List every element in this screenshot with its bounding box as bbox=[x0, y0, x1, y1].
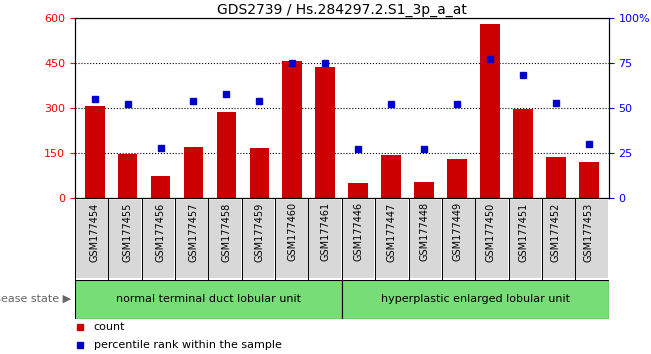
Bar bbox=[546, 157, 566, 198]
Bar bbox=[576, 200, 608, 278]
Bar bbox=[283, 61, 302, 198]
Bar bbox=[579, 161, 599, 198]
Text: GSM177461: GSM177461 bbox=[320, 202, 330, 262]
Bar bbox=[109, 200, 141, 278]
Text: GSM177458: GSM177458 bbox=[221, 202, 232, 262]
Text: GSM177451: GSM177451 bbox=[518, 202, 528, 262]
Text: percentile rank within the sample: percentile rank within the sample bbox=[94, 340, 281, 350]
Bar bbox=[381, 155, 401, 198]
Text: GSM177459: GSM177459 bbox=[255, 202, 264, 262]
Bar bbox=[447, 159, 467, 198]
Text: GSM177454: GSM177454 bbox=[90, 202, 100, 262]
Text: GSM177456: GSM177456 bbox=[156, 202, 165, 262]
Text: GSM177457: GSM177457 bbox=[189, 202, 199, 262]
Text: GSM177452: GSM177452 bbox=[551, 202, 561, 262]
Bar bbox=[316, 67, 335, 198]
Text: hyperplastic enlarged lobular unit: hyperplastic enlarged lobular unit bbox=[381, 294, 570, 304]
Bar bbox=[209, 200, 241, 278]
Bar bbox=[342, 200, 374, 278]
Bar bbox=[513, 109, 533, 198]
Text: disease state ▶: disease state ▶ bbox=[0, 294, 72, 304]
Text: normal terminal duct lobular unit: normal terminal duct lobular unit bbox=[116, 294, 301, 304]
Bar bbox=[509, 200, 541, 278]
Bar bbox=[348, 183, 368, 198]
Bar bbox=[376, 200, 408, 278]
Text: count: count bbox=[94, 322, 125, 332]
Bar bbox=[217, 112, 236, 198]
Title: GDS2739 / Hs.284297.2.S1_3p_a_at: GDS2739 / Hs.284297.2.S1_3p_a_at bbox=[217, 3, 467, 17]
Text: GSM177446: GSM177446 bbox=[353, 202, 363, 262]
Bar bbox=[85, 105, 105, 198]
Bar bbox=[76, 200, 107, 278]
Bar bbox=[150, 176, 171, 198]
Bar bbox=[75, 280, 342, 319]
Text: GSM177449: GSM177449 bbox=[452, 202, 462, 262]
Bar bbox=[176, 200, 208, 278]
Bar bbox=[443, 200, 475, 278]
Text: GSM177455: GSM177455 bbox=[122, 202, 133, 262]
Bar bbox=[414, 182, 434, 198]
Bar bbox=[342, 280, 609, 319]
Bar bbox=[184, 147, 203, 198]
Bar bbox=[249, 148, 270, 198]
Bar bbox=[242, 200, 274, 278]
Bar bbox=[543, 200, 575, 278]
Bar bbox=[143, 200, 174, 278]
Text: GSM177453: GSM177453 bbox=[584, 202, 594, 262]
Text: GSM177447: GSM177447 bbox=[386, 202, 396, 262]
Bar bbox=[276, 200, 308, 278]
Text: GSM177448: GSM177448 bbox=[419, 202, 429, 262]
Text: GSM177460: GSM177460 bbox=[287, 202, 298, 262]
Bar bbox=[409, 200, 441, 278]
Text: GSM177450: GSM177450 bbox=[485, 202, 495, 262]
Bar bbox=[476, 200, 508, 278]
Bar bbox=[480, 24, 500, 198]
Bar bbox=[309, 200, 341, 278]
Bar bbox=[118, 154, 137, 198]
